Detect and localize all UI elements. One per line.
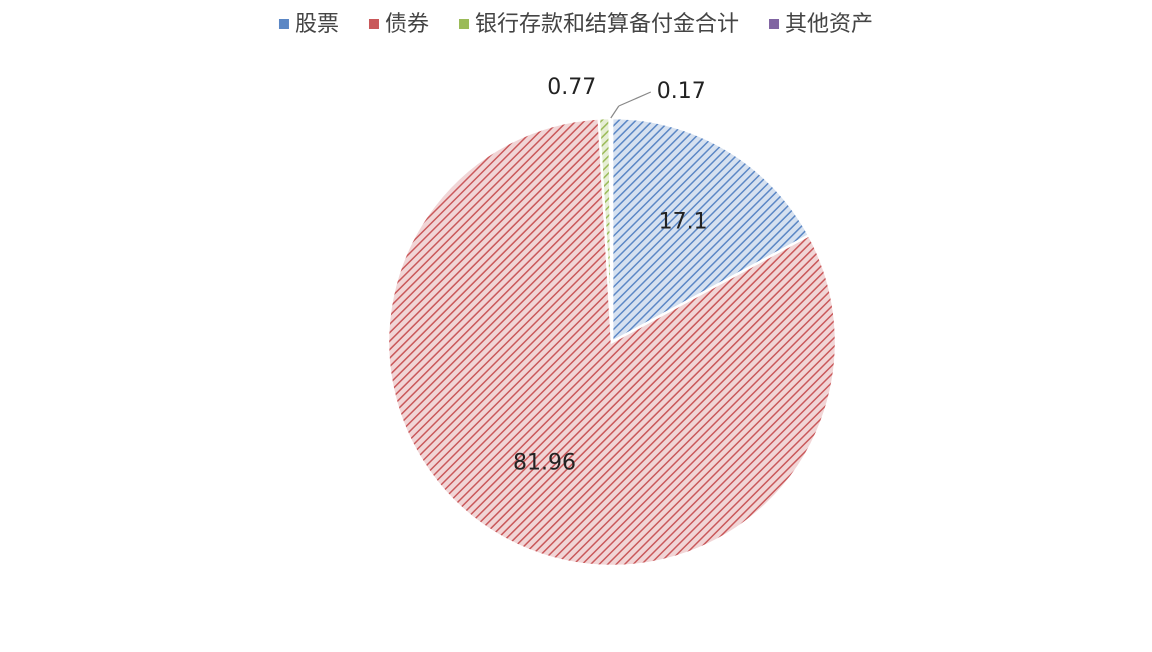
legend-label: 银行存款和结算备付金合计 bbox=[475, 12, 739, 37]
legend-swatch bbox=[368, 19, 379, 29]
leader-line bbox=[610, 105, 620, 119]
data-label: 0.77 bbox=[547, 75, 596, 100]
legend-label: 股票 bbox=[295, 12, 339, 37]
pie-slice bbox=[386, 117, 838, 568]
data-label: 0.17 bbox=[657, 79, 706, 104]
leader-line bbox=[618, 91, 652, 107]
legend-swatch bbox=[459, 19, 469, 29]
pie-slice bbox=[610, 116, 811, 345]
data-label: 81.96 bbox=[513, 450, 576, 475]
data-label: 17.1 bbox=[659, 210, 708, 235]
pie-slice bbox=[608, 116, 614, 343]
legend-label: 其他资产 bbox=[785, 12, 873, 37]
legend: 股票 债券 银行存款和结算备付金合计 其他资产 bbox=[278, 12, 873, 37]
legend-swatch bbox=[278, 19, 289, 29]
legend-label: 债券 bbox=[385, 12, 429, 37]
legend-swatch bbox=[769, 19, 780, 29]
